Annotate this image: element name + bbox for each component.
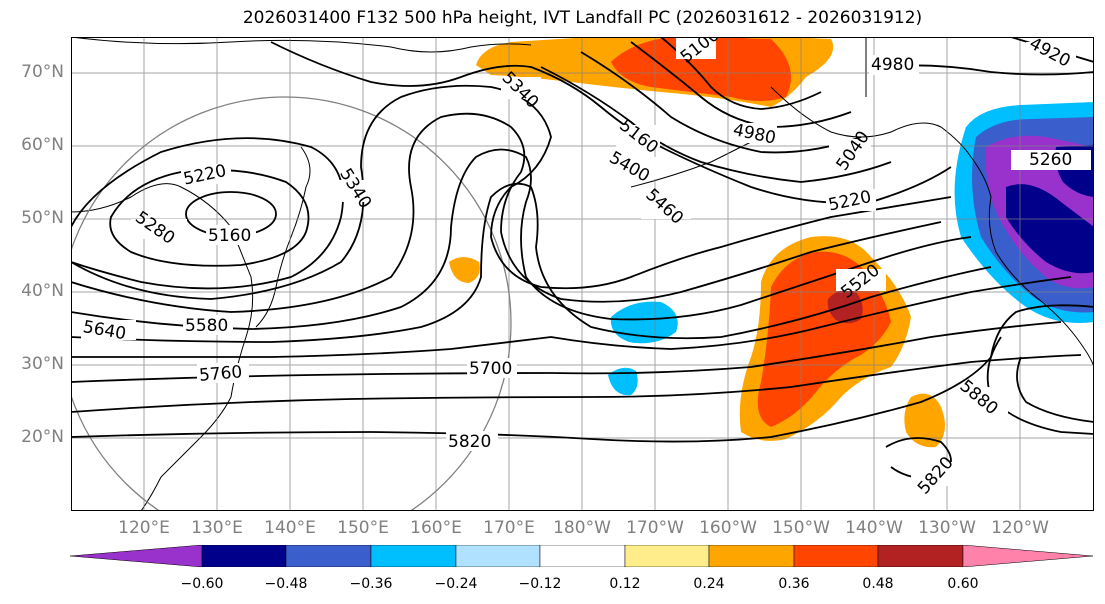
ivt-negative-pacific bbox=[608, 301, 678, 396]
coastlines bbox=[71, 37, 1094, 511]
contour-label: 5820 bbox=[448, 432, 491, 452]
lon-label: 130°E bbox=[191, 518, 243, 538]
contour-label: 5580 bbox=[185, 316, 228, 336]
contour-label: 5760 bbox=[198, 362, 243, 386]
colorbar-segment bbox=[793, 545, 879, 567]
colorbar-tick: −0.24 bbox=[434, 576, 478, 592]
colorbar-tick: −0.36 bbox=[349, 576, 393, 592]
colorbar-tick: 0.60 bbox=[947, 576, 979, 592]
colorbar-segment bbox=[624, 545, 710, 567]
lat-label: 30°N bbox=[21, 354, 64, 374]
colorbar-tick: 0.24 bbox=[693, 576, 725, 592]
map-panel: 5100 5340 5160 4980 4980 4920 5040 5220 … bbox=[71, 37, 1094, 511]
contour-label: 5280 bbox=[131, 208, 178, 249]
lon-label: 170°E bbox=[483, 518, 535, 538]
colorbar-segment bbox=[285, 545, 372, 567]
ivt-negative-northamerica bbox=[954, 102, 1094, 323]
lon-label: 130°W bbox=[918, 518, 976, 538]
colorbar-tick: −0.60 bbox=[180, 576, 224, 592]
lat-label: 70°N bbox=[21, 62, 64, 82]
colorbar-tick: −0.48 bbox=[264, 576, 308, 592]
lon-label: 120°E bbox=[118, 518, 170, 538]
lon-label: 150°W bbox=[772, 518, 830, 538]
contour-label: 5260 bbox=[1029, 150, 1072, 170]
colorbar-tick: 0.48 bbox=[862, 576, 894, 592]
colorbar bbox=[70, 545, 1094, 567]
lon-label: 140°W bbox=[845, 518, 903, 538]
lat-label: 20°N bbox=[21, 427, 64, 447]
colorbar-segment bbox=[455, 545, 541, 567]
colorbar-segment bbox=[370, 545, 457, 567]
colorbar-tick: 0.36 bbox=[778, 576, 810, 592]
height-contours bbox=[71, 37, 1094, 480]
colorbar-tick: 0.12 bbox=[609, 576, 641, 592]
lat-label: 60°N bbox=[21, 135, 64, 155]
lon-label: 140°E bbox=[264, 518, 316, 538]
lon-label: 170°W bbox=[626, 518, 684, 538]
contour-label: 5160 bbox=[208, 226, 251, 246]
map-border bbox=[71, 37, 1094, 511]
lon-label: 150°E bbox=[337, 518, 389, 538]
colorbar-segment bbox=[877, 545, 964, 567]
colorbar-segment bbox=[962, 545, 1094, 567]
lon-label: 160°E bbox=[410, 518, 462, 538]
lon-label: 120°W bbox=[991, 518, 1049, 538]
colorbar-segment bbox=[70, 545, 203, 567]
colorbar-segment bbox=[708, 545, 795, 567]
lon-label: 160°W bbox=[699, 518, 757, 538]
colorbar-segment bbox=[539, 545, 626, 567]
lon-label: 180°W bbox=[553, 518, 611, 538]
map-title: 2026031400 F132 500 hPa height, IVT Land… bbox=[242, 8, 923, 28]
colorbar-tick: −0.12 bbox=[518, 576, 562, 592]
lat-label: 50°N bbox=[21, 208, 64, 228]
region-circle bbox=[71, 96, 512, 511]
colorbar-segment bbox=[201, 545, 287, 567]
contour-label: 4980 bbox=[871, 55, 914, 75]
lat-label: 40°N bbox=[21, 281, 64, 301]
contour-label: 5700 bbox=[469, 359, 512, 379]
contour-label-bg bbox=[81, 37, 1091, 486]
